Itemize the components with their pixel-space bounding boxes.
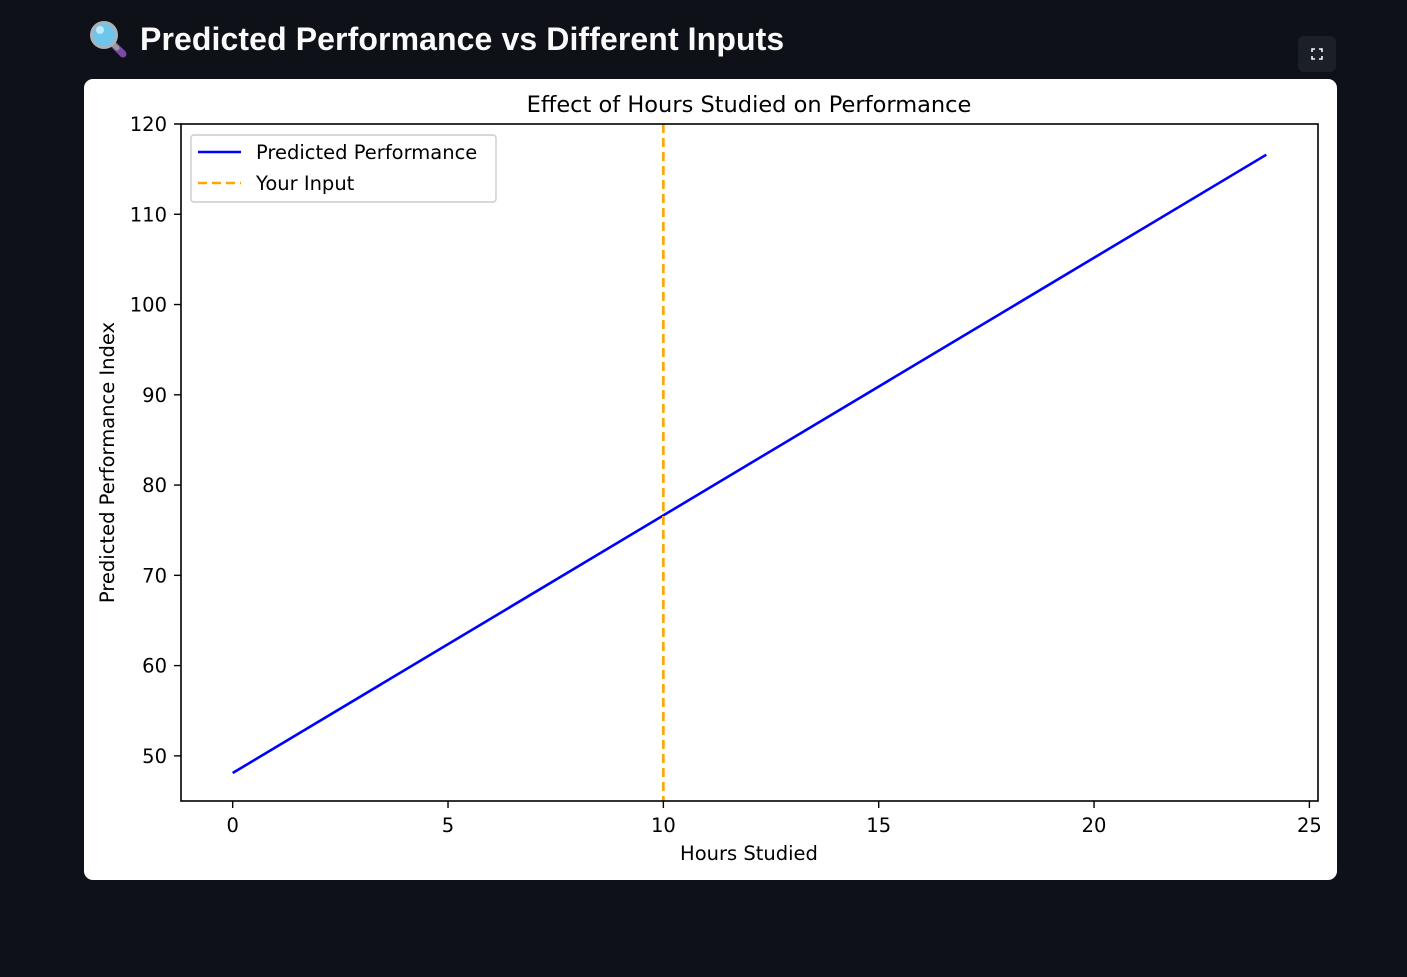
legend-box <box>190 134 497 203</box>
page-title: Predicted Performance vs Different Input… <box>140 20 785 57</box>
plot-frame <box>180 123 1319 802</box>
x-tick-label: 5 <box>442 814 454 837</box>
y-tick-label: 60 <box>142 655 167 678</box>
y-tick-label: 120 <box>130 113 167 136</box>
chart-card: Effect of Hours Studied on Performance 0… <box>84 79 1337 880</box>
fullscreen-icon <box>1311 45 1323 64</box>
x-tick-label: 20 <box>1082 814 1107 837</box>
x-tick-label: 0 <box>226 814 238 837</box>
legend-label-your-input: Your Input <box>255 172 355 195</box>
fullscreen-button[interactable] <box>1298 36 1336 72</box>
magnifying-glass-icon <box>88 19 128 59</box>
y-tick-label: 100 <box>130 294 167 317</box>
y-tick-label: 90 <box>142 384 167 407</box>
plot-area <box>232 124 1267 801</box>
page-header: Predicted Performance vs Different Input… <box>88 14 784 64</box>
line-chart: Effect of Hours Studied on Performance 0… <box>96 92 1322 865</box>
legend-label-predicted: Predicted Performance <box>256 141 477 164</box>
chart-title: Effect of Hours Studied on Performance <box>527 92 972 118</box>
x-tick-label: 15 <box>866 814 891 837</box>
series-line-predicted-performance <box>232 153 1267 775</box>
x-tick-label: 10 <box>651 814 676 837</box>
x-tick-label: 25 <box>1297 814 1322 837</box>
x-axis-label: Hours Studied <box>680 842 818 865</box>
legend: Predicted Performance Your Input <box>190 134 497 203</box>
y-axis: 50 60 70 80 90 100 110 120 <box>130 113 181 768</box>
y-tick-label: 50 <box>142 745 167 768</box>
x-axis: 0 5 10 15 20 25 <box>226 801 1322 837</box>
y-tick-label: 110 <box>130 203 167 226</box>
y-tick-label: 80 <box>142 474 167 497</box>
y-tick-label: 70 <box>142 564 167 587</box>
y-axis-label: Predicted Performance Index <box>96 322 119 603</box>
